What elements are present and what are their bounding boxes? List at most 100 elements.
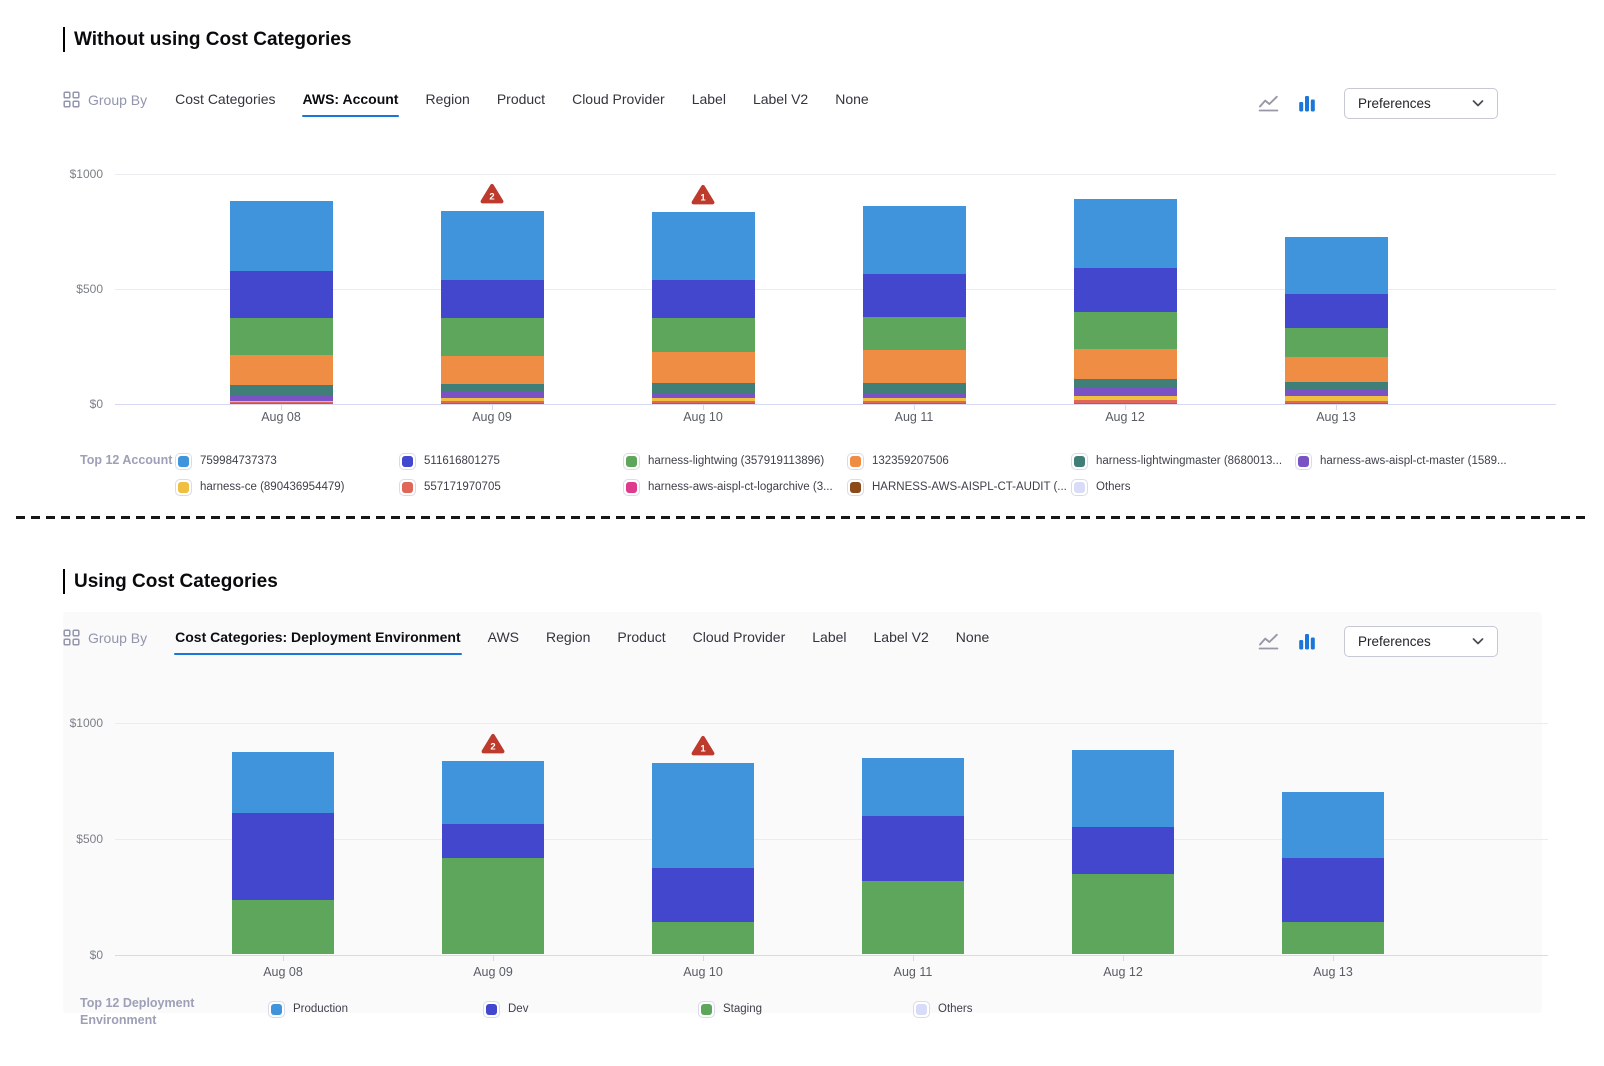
line-chart-icon[interactable] bbox=[1256, 630, 1280, 652]
bar-segment-759984737373[interactable] bbox=[1284, 237, 1388, 294]
bar-segment-557171970705[interactable] bbox=[440, 401, 544, 403]
bar-segment-harness-lightwingmaster-8680013[interactable] bbox=[229, 385, 333, 397]
legend-item-staging[interactable]: Staging bbox=[698, 997, 913, 1021]
bar-segment-harness-lightwing-357919113896[interactable] bbox=[651, 317, 755, 352]
bar-segment-harness-ce-890436954479[interactable] bbox=[229, 400, 333, 403]
bar-segment-staging[interactable] bbox=[232, 900, 334, 955]
tab-product[interactable]: Product bbox=[617, 629, 666, 645]
tab-cloud-provider[interactable]: Cloud Provider bbox=[692, 629, 786, 645]
bar-segment-harness-ce-890436954479[interactable] bbox=[862, 397, 966, 401]
bar-aug-11[interactable] bbox=[862, 206, 966, 404]
bar-aug-13[interactable] bbox=[1282, 791, 1384, 955]
tab-cost-categories-deployment-environment[interactable]: Cost Categories: Deployment Environment bbox=[174, 625, 462, 655]
legend-item-harness-lightwing-357919113896[interactable]: harness-lightwing (357919113896) bbox=[623, 449, 847, 473]
tab-label[interactable]: Label bbox=[691, 91, 726, 107]
bar-segment-557171970705[interactable] bbox=[862, 400, 966, 403]
tab-aws[interactable]: AWS bbox=[487, 629, 520, 645]
legend-item-511616801275[interactable]: 511616801275 bbox=[399, 449, 623, 473]
bar-segment-harness-lightwing-357919113896[interactable] bbox=[229, 318, 333, 356]
tab-none[interactable]: None bbox=[955, 629, 990, 645]
bar-chart-icon[interactable] bbox=[1295, 630, 1319, 652]
bar-segment-harness-ce-890436954479[interactable] bbox=[1073, 396, 1177, 400]
bar-segment-759984737373[interactable] bbox=[1073, 199, 1177, 268]
bar-segment-132359207506[interactable] bbox=[1284, 356, 1388, 383]
tab-region[interactable]: Region bbox=[425, 91, 470, 107]
tab-cloud-provider[interactable]: Cloud Provider bbox=[572, 91, 665, 107]
bar-segment-harness-aws-aispl-ct-master-1589[interactable] bbox=[651, 393, 755, 398]
bar-segment-132359207506[interactable] bbox=[862, 350, 966, 383]
bar-segment-dev[interactable] bbox=[232, 812, 334, 901]
bar-aug-13[interactable] bbox=[1284, 237, 1388, 404]
bar-aug-11[interactable] bbox=[862, 758, 964, 955]
bar-segment-production[interactable] bbox=[1282, 791, 1384, 859]
tab-label-v2[interactable]: Label V2 bbox=[873, 629, 929, 645]
bar-segment-harness-aws-aispl-ct-master-1589[interactable] bbox=[862, 392, 966, 398]
bar-segment-759984737373[interactable] bbox=[229, 200, 333, 272]
anomaly-badge[interactable]: 2 bbox=[480, 183, 504, 204]
bar-segment-dev[interactable] bbox=[652, 868, 754, 922]
bar-segment-production[interactable] bbox=[232, 751, 334, 813]
bar-segment-harness-aws-aispl-ct-master-1589[interactable] bbox=[229, 396, 333, 401]
preferences-button[interactable]: Preferences bbox=[1344, 87, 1498, 119]
bar-segment-557171970705[interactable] bbox=[651, 400, 755, 403]
legend-item-132359207506[interactable]: 132359207506 bbox=[847, 449, 1071, 473]
bar-aug-10[interactable] bbox=[652, 762, 754, 955]
bar-segment-harness-lightwing-357919113896[interactable] bbox=[862, 316, 966, 351]
bar-segment-harness-lightwingmaster-8680013[interactable] bbox=[1073, 378, 1177, 388]
anomaly-badge[interactable]: 2 bbox=[481, 733, 505, 754]
legend-item-harness-aws-aispl-ct-audit[interactable]: HARNESS-AWS-AISPL-CT-AUDIT (... bbox=[847, 475, 1071, 499]
tab-none[interactable]: None bbox=[835, 91, 869, 107]
bar-segment-759984737373[interactable] bbox=[651, 211, 755, 280]
tab-label[interactable]: Label bbox=[812, 629, 847, 645]
bar-segment-harness-aws-aispl-ct-master-1589[interactable] bbox=[440, 392, 544, 398]
bar-segment-staging[interactable] bbox=[442, 858, 544, 955]
bar-segment-132359207506[interactable] bbox=[1073, 348, 1177, 379]
bar-segment-harness-aws-aispl-ct-master-1589[interactable] bbox=[1073, 387, 1177, 397]
legend-item-harness-lightwingmaster-8680013[interactable]: harness-lightwingmaster (8680013... bbox=[1071, 449, 1295, 473]
bar-segment-511616801275[interactable] bbox=[229, 271, 333, 319]
bar-segment-759984737373[interactable] bbox=[862, 206, 966, 275]
bar-aug-08[interactable] bbox=[232, 751, 334, 955]
legend-item-dev[interactable]: Dev bbox=[483, 997, 698, 1021]
bar-segment-557171970705[interactable] bbox=[1073, 399, 1177, 403]
tab-region[interactable]: Region bbox=[546, 629, 591, 645]
bar-segment-132359207506[interactable] bbox=[651, 351, 755, 384]
bar-segment-759984737373[interactable] bbox=[440, 211, 544, 281]
legend-item-557171970705[interactable]: 557171970705 bbox=[399, 475, 623, 499]
bar-aug-09[interactable] bbox=[440, 211, 544, 404]
bar-segment-harness-lightwing-357919113896[interactable] bbox=[1073, 312, 1177, 349]
bar-aug-08[interactable] bbox=[229, 200, 333, 404]
bar-aug-12[interactable] bbox=[1072, 750, 1174, 955]
bar-segment-harness-ce-890436954479[interactable] bbox=[651, 397, 755, 401]
bar-segment-557171970705[interactable] bbox=[229, 402, 333, 403]
bar-segment-harness-lightwingmaster-8680013[interactable] bbox=[440, 384, 544, 393]
bar-segment-harness-ce-890436954479[interactable] bbox=[440, 398, 544, 402]
anomaly-badge[interactable]: 1 bbox=[691, 184, 715, 205]
bar-segment-511616801275[interactable] bbox=[1073, 267, 1177, 313]
bar-segment-harness-lightwingmaster-8680013[interactable] bbox=[862, 382, 966, 393]
bar-segment-132359207506[interactable] bbox=[440, 355, 544, 385]
legend-item-harness-aws-aispl-ct-logarchive-3[interactable]: harness-aws-aispl-ct-logarchive (3... bbox=[623, 475, 847, 499]
bar-segment-557171970705[interactable] bbox=[1284, 400, 1388, 403]
bar-segment-511616801275[interactable] bbox=[862, 274, 966, 317]
bar-chart-icon[interactable] bbox=[1295, 92, 1319, 114]
bar-segment-132359207506[interactable] bbox=[229, 355, 333, 386]
bar-aug-10[interactable] bbox=[651, 211, 755, 404]
bar-segment-dev[interactable] bbox=[862, 816, 964, 881]
bar-segment-harness-lightwingmaster-8680013[interactable] bbox=[651, 383, 755, 394]
bar-segment-harness-lightwing-357919113896[interactable] bbox=[440, 318, 544, 356]
bar-segment-harness-ce-890436954479[interactable] bbox=[1284, 396, 1388, 401]
bar-segment-511616801275[interactable] bbox=[651, 279, 755, 318]
bar-segment-production[interactable] bbox=[652, 762, 754, 869]
bar-segment-staging[interactable] bbox=[1282, 921, 1384, 955]
bar-segment-staging[interactable] bbox=[652, 921, 754, 955]
bar-segment-staging[interactable] bbox=[1072, 874, 1174, 955]
tab-product[interactable]: Product bbox=[496, 91, 546, 107]
bar-segment-511616801275[interactable] bbox=[440, 280, 544, 319]
tab-cost-categories[interactable]: Cost Categories bbox=[175, 91, 276, 107]
anomaly-badge[interactable]: 1 bbox=[691, 735, 715, 756]
bar-segment-harness-lightwingmaster-8680013[interactable] bbox=[1284, 382, 1388, 389]
bar-segment-harness-lightwing-357919113896[interactable] bbox=[1284, 328, 1388, 357]
legend-item-harness-aws-aispl-ct-master-1589[interactable]: harness-aws-aispl-ct-master (1589... bbox=[1295, 449, 1519, 473]
bar-segment-harness-aws-aispl-ct-master-1589[interactable] bbox=[1284, 388, 1388, 397]
